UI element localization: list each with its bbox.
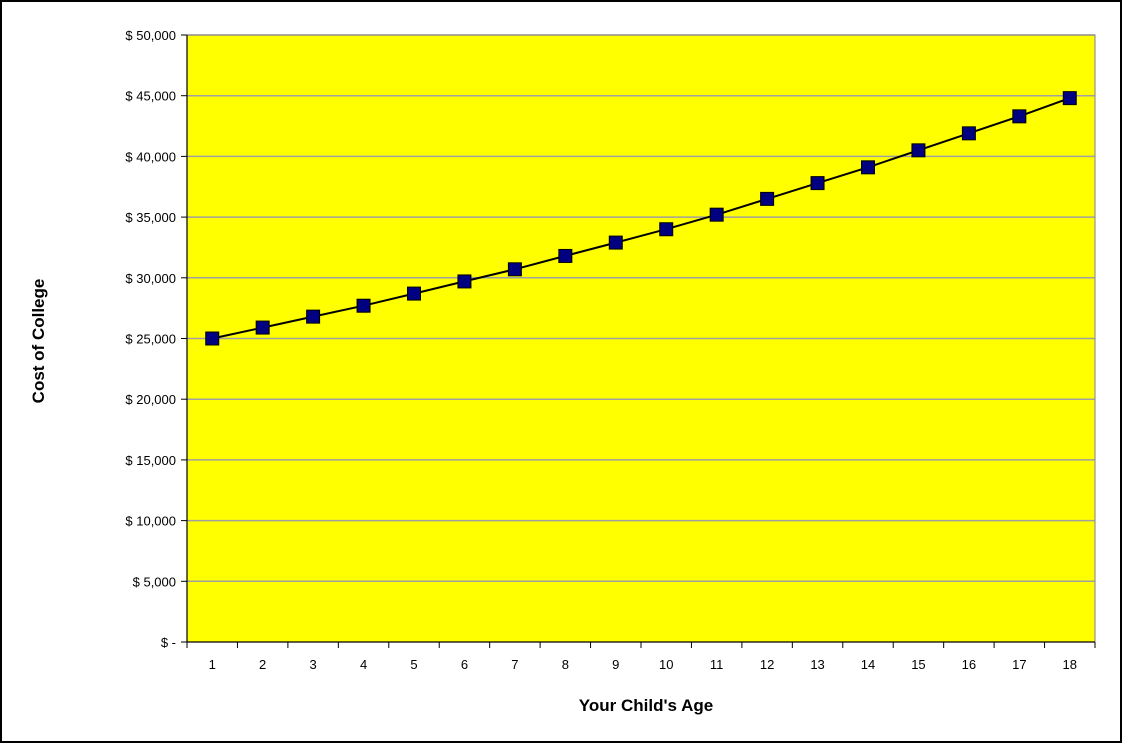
x-tick-label: 11 [710,657,724,672]
y-tick-label: $ 20,000 [125,392,176,407]
data-point-marker [608,235,623,250]
x-tick-label: 18 [1063,657,1077,672]
y-axis-ticks: $ - $ 5,000 $ 10,000 $ 15,000 $ 20,000 $ 25,0… [125,28,187,650]
x-tick-label: 16 [962,657,976,672]
x-tick-label: 5 [410,657,417,672]
y-tick-label: $ 30,000 [125,271,176,286]
x-tick-label: 10 [659,657,673,672]
y-tick-label: $ - [161,635,176,650]
y-tick-label: $ 25,000 [125,332,176,347]
series-line-group [211,97,1071,340]
y-axis-title: Cost of College [29,279,48,404]
y-tick-label: $ 50,000 [125,28,176,43]
data-point-marker [760,191,775,206]
y-tick-label: $ 15,000 [125,453,176,468]
data-point-marker [1012,109,1027,124]
data-point-marker [810,176,825,191]
x-axis-ticks: 1 2 3 4 5 6 7 8 9 10 11 12 13 14 15 16 17 18 [186,642,1096,672]
x-tick-label: 15 [911,657,925,672]
y-tick-label: $ 5,000 [133,574,176,589]
y-tick-label: $ 45,000 [125,89,176,104]
x-axis-title: Your Child's Age [579,696,713,715]
x-tick-label: 6 [461,657,468,672]
data-point-marker [558,248,573,263]
x-tick-label: 2 [259,657,266,672]
x-tick-label: 4 [360,657,367,672]
y-tick-label: $ 35,000 [125,210,176,225]
data-point-marker [659,222,674,237]
y-tick-label: $ 10,000 [125,514,176,529]
x-tick-label: 3 [309,657,316,672]
x-tick-label: 8 [562,657,569,672]
series-line [211,97,1071,340]
data-point-marker [507,262,522,277]
x-tick-label: 7 [511,657,518,672]
data-point-marker [407,286,421,301]
data-point-marker [205,331,220,346]
data-point-marker [1062,91,1077,106]
x-tick-label: 1 [209,657,216,672]
data-point-marker [709,207,724,222]
x-tick-label: 12 [760,657,774,672]
x-tick-label: 9 [612,657,619,672]
x-tick-label: 17 [1012,657,1026,672]
data-point-marker [961,126,976,141]
data-point-marker [457,274,472,289]
data-point-marker [911,143,926,158]
y-tick-label: $ 40,000 [125,149,176,164]
x-tick-label: 13 [810,657,824,672]
data-point-marker [306,309,321,324]
x-tick-label: 14 [861,657,875,672]
data-point-marker [861,160,875,175]
data-point-marker [255,320,270,335]
series-markers [205,91,1077,346]
data-point-marker [356,298,371,313]
